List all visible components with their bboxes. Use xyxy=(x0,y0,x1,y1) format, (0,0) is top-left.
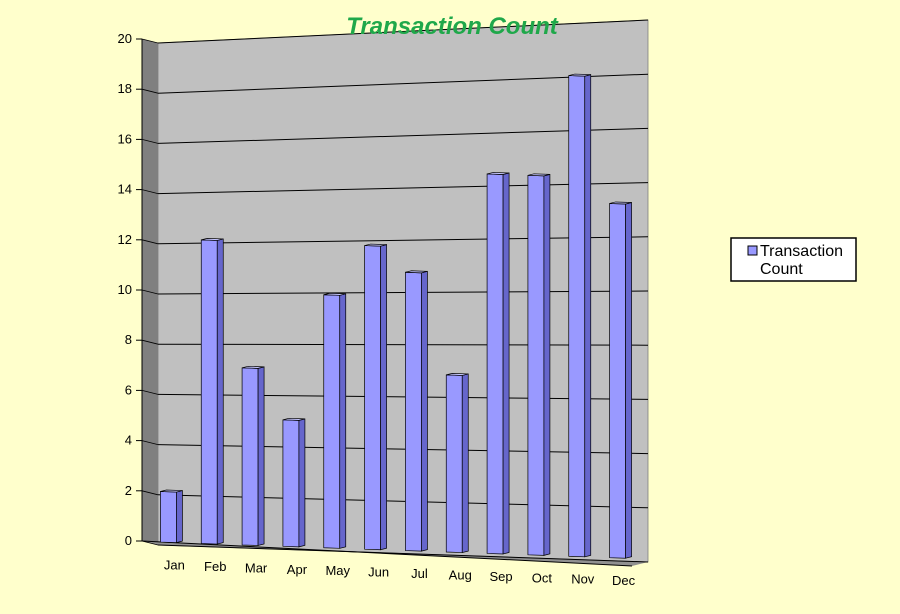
gridline xyxy=(157,343,649,346)
bar-side xyxy=(176,490,183,544)
x-tick-label: Feb xyxy=(204,559,226,574)
bar-top xyxy=(405,270,428,274)
gridline-side xyxy=(141,540,159,546)
y-tick-label: 2 xyxy=(125,483,132,498)
x-axis-ticks: Jan Feb Mar Apr May Jun Jul Aug Sep Oct Nov Dec xyxy=(164,558,636,589)
bar xyxy=(323,294,341,549)
y-tick-label: 14 xyxy=(118,182,132,197)
bar-top xyxy=(160,489,183,493)
bar-top xyxy=(241,365,265,369)
legend-box xyxy=(730,237,857,282)
bar xyxy=(609,203,626,559)
x-tick-label: Jul xyxy=(411,566,428,581)
bar xyxy=(486,173,504,555)
legend-label: Transaction Count xyxy=(760,243,847,278)
gridline xyxy=(157,290,649,295)
bar xyxy=(241,367,259,546)
gridline xyxy=(157,182,649,195)
bar-side xyxy=(461,373,469,554)
x-tick-label: Apr xyxy=(287,562,308,577)
gridline-side xyxy=(141,88,159,94)
bar-side xyxy=(257,366,265,546)
y-tick-label: 16 xyxy=(118,131,132,146)
gridline xyxy=(157,73,649,94)
y-tick-label: 12 xyxy=(118,232,132,247)
gridline-side xyxy=(141,239,159,245)
x-tick-label: Oct xyxy=(532,570,553,585)
bar-side xyxy=(421,270,428,552)
bar-side xyxy=(502,172,510,555)
x-tick-label: Nov xyxy=(571,572,595,587)
y-tick-label: 6 xyxy=(125,382,132,397)
bar-side xyxy=(380,244,387,551)
gridline xyxy=(157,494,649,509)
bar-side xyxy=(298,418,306,548)
gridline xyxy=(157,127,649,144)
bar-side xyxy=(625,202,632,559)
x-tick-label: Jun xyxy=(368,565,389,580)
gridline xyxy=(157,393,649,400)
bar-side xyxy=(216,238,224,545)
bar-top xyxy=(282,417,306,421)
y-axis-ticks: 0 2 4 6 8 10 12 14 16 18 20 xyxy=(118,31,132,548)
bar-top xyxy=(364,243,387,247)
bar xyxy=(445,374,463,553)
gridline-side xyxy=(141,490,159,496)
gridline-side xyxy=(141,339,159,345)
gridline-side xyxy=(141,440,159,445)
bar xyxy=(282,419,300,548)
bar-side xyxy=(543,173,551,556)
bar-top xyxy=(446,373,469,376)
y-tick-label: 8 xyxy=(125,332,132,347)
x-tick-label: May xyxy=(325,563,350,578)
gridline-side xyxy=(141,289,159,295)
x-tick-label: Jan xyxy=(164,558,185,573)
legend-swatch xyxy=(747,245,758,256)
x-tick-label: Mar xyxy=(245,560,268,575)
y-tick-label: 4 xyxy=(125,433,132,448)
bar-top xyxy=(486,172,510,175)
bar-top xyxy=(201,238,224,241)
bar xyxy=(160,491,177,544)
y-tick-label: 18 xyxy=(118,81,132,96)
bar-top xyxy=(323,292,346,296)
bar xyxy=(364,245,381,551)
gridline xyxy=(157,544,649,563)
x-tick-label: Dec xyxy=(612,573,636,588)
bar-side xyxy=(584,74,592,558)
bar-side xyxy=(339,293,347,549)
gridline xyxy=(157,444,649,455)
bars xyxy=(160,73,632,559)
legend: Transaction Count xyxy=(730,237,857,282)
gridline-side xyxy=(141,189,159,194)
gridline xyxy=(157,19,649,44)
bar xyxy=(200,239,218,545)
y-tick-label: 10 xyxy=(118,282,132,297)
x-tick-label: Sep xyxy=(490,569,513,584)
bar xyxy=(527,174,545,556)
y-tick-label: 20 xyxy=(118,31,132,46)
y-tick-label: 0 xyxy=(125,533,132,548)
gridlines xyxy=(136,19,649,567)
gridline-side xyxy=(141,139,159,144)
x-tick-label: Aug xyxy=(449,567,472,582)
bar-top xyxy=(609,201,632,205)
bar xyxy=(568,75,586,558)
bar xyxy=(405,271,422,552)
bar-top xyxy=(527,173,551,177)
bar-top xyxy=(568,73,591,77)
gridline-side xyxy=(141,38,159,44)
gridline xyxy=(157,236,649,245)
x-axis-line xyxy=(141,540,633,567)
gridline-side xyxy=(141,390,159,395)
chart-title: Transaction Count xyxy=(346,13,559,40)
